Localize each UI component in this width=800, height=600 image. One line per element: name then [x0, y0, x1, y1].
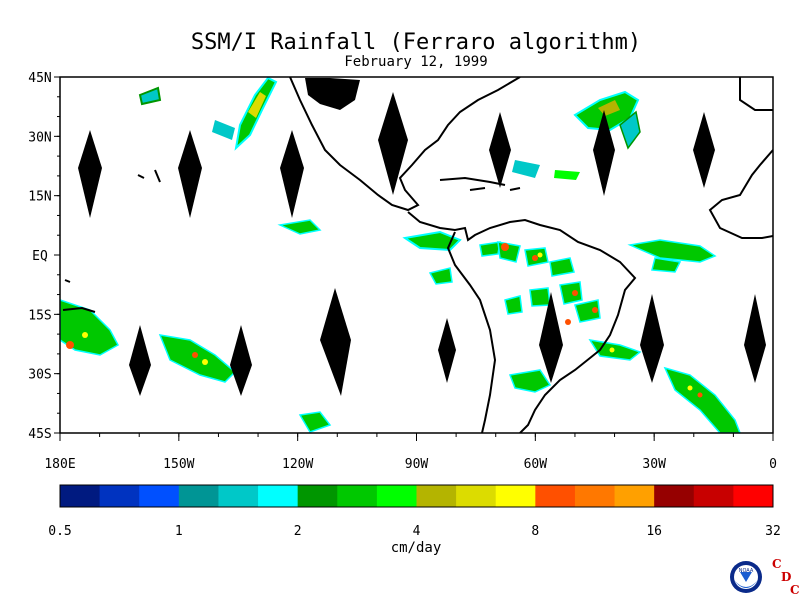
- colorbar-swatch: [535, 485, 576, 507]
- colorbar: [59, 484, 774, 508]
- lat-label: 45S: [28, 427, 51, 442]
- lat-label: 30N: [28, 130, 51, 145]
- colorbar-swatch: [416, 485, 457, 507]
- latitude-labels: 45N 30N 15N EQ 15S 30S 45S: [28, 71, 51, 442]
- colorbar-swatch: [178, 485, 219, 507]
- colorbar-tick: 16: [646, 524, 662, 539]
- cdc-letter-c1: C: [772, 557, 782, 571]
- noaa-logo-text: NOAA: [739, 568, 754, 574]
- colorbar-swatch: [693, 485, 734, 507]
- lat-label: EQ: [32, 249, 48, 264]
- colorbar-tick: 2: [294, 524, 302, 539]
- colorbar-tick: 4: [413, 524, 421, 539]
- lat-label: 30S: [28, 368, 51, 383]
- lon-label: 30W: [642, 457, 666, 472]
- noaa-cdc-logo: NOAA C D C: [730, 557, 800, 597]
- colorbar-swatch: [456, 485, 497, 507]
- colorbar-swatch: [258, 485, 299, 507]
- colorbar-unit: cm/day: [390, 540, 442, 556]
- lat-label: 45N: [28, 71, 51, 86]
- lon-label: 150W: [163, 457, 194, 472]
- colorbar-tick-labels: 0.5 1 2 4 8 16 32: [48, 524, 781, 539]
- colorbar-swatch: [139, 485, 180, 507]
- lat-label: 15S: [28, 308, 51, 323]
- swath-gaps: [78, 92, 766, 396]
- axis-ticks: [54, 76, 774, 441]
- map-subtitle: February 12, 1999: [344, 54, 488, 70]
- colorbar-tick: 0.5: [48, 524, 71, 539]
- colorbar-swatch: [297, 485, 338, 507]
- colorbar-tick: 1: [175, 524, 183, 539]
- lat-label: 15N: [28, 190, 51, 205]
- colorbar-swatch: [614, 485, 655, 507]
- cdc-letter-c2: C: [790, 583, 800, 597]
- colorbar-swatch: [654, 485, 695, 507]
- lon-label: 90W: [405, 457, 429, 472]
- rainfall-field: [60, 77, 741, 433]
- map-title: SSM/I Rainfall (Ferraro algorithm): [190, 30, 642, 55]
- colorbar-tick: 32: [765, 524, 781, 539]
- lon-label: 180E: [44, 457, 75, 472]
- cdc-letter-d: D: [781, 570, 791, 584]
- colorbar-swatch: [60, 485, 101, 507]
- colorbar-swatch: [733, 485, 774, 507]
- lon-label: 120W: [282, 457, 313, 472]
- no-data-mask: [305, 78, 360, 110]
- colorbar-swatch: [218, 485, 259, 507]
- colorbar-swatch: [574, 485, 616, 507]
- colorbar-swatch: [376, 485, 417, 507]
- lon-label: 60W: [524, 457, 548, 472]
- coastlines: [62, 77, 773, 433]
- colorbar-tick: 8: [531, 524, 539, 539]
- colorbar-swatch: [337, 485, 378, 507]
- colorbar-swatch: [495, 485, 536, 507]
- longitude-labels: 180E 150W 120W 90W 60W 30W 0: [44, 457, 777, 472]
- colorbar-swatch: [99, 485, 140, 507]
- lon-label: 0: [769, 457, 777, 472]
